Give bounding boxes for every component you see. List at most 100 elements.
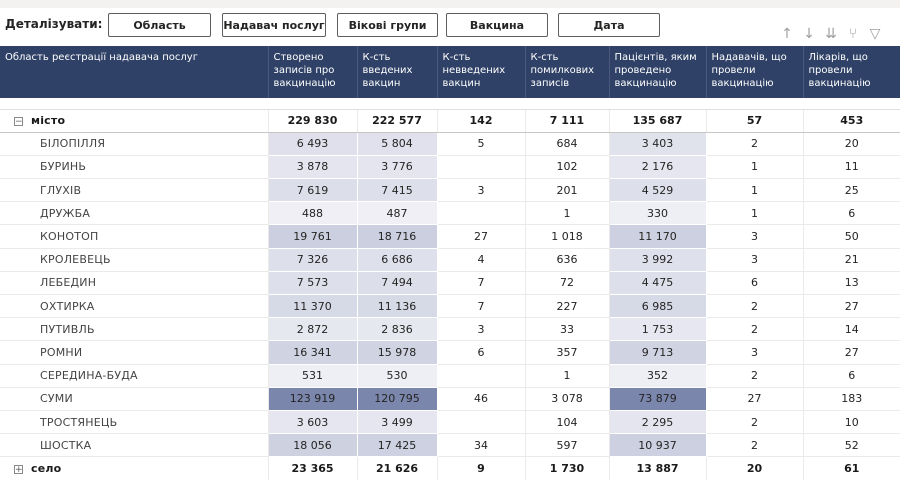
cell: 636 [525,248,610,272]
cell: 2 872 [268,317,358,342]
cell: 27 [437,224,526,249]
row-label: КОНОТОП [0,224,269,249]
column-header[interactable]: К-сть помилкових записів [525,46,610,98]
cell: 27 [803,294,900,319]
cell: 15 978 [357,340,438,365]
column-header[interactable]: Створено записів про вакцинацію [268,46,358,98]
cell: 10 937 [609,433,707,458]
group-name: село [31,462,62,476]
cell: 229 830 [268,109,358,133]
cell: 123 919 [268,387,358,411]
cell [437,364,526,388]
cell: 5 [437,132,526,156]
group-row-village: + село 23 365 21 626 9 1 730 13 887 20 61 [0,456,900,480]
cell: 357 [525,340,610,365]
header-spacer [0,98,900,110]
table-row[interactable]: ОХТИРКА 11 370 11 136 7 227 6 985 2 27 [0,294,900,319]
cell: 23 365 [268,456,358,480]
cell: 6 [803,364,900,388]
cell: 7 415 [357,178,438,203]
expand-icon[interactable]: + [14,464,23,475]
table-row[interactable]: КРОЛЕВЕЦЬ 7 326 6 686 4 636 3 992 3 21 [0,248,900,272]
cell: 4 529 [609,178,707,203]
cell: 3 [706,340,804,365]
fork-icon[interactable]: ⑂ [848,26,858,42]
column-header[interactable]: Лікарів, що провели вакцинацію [803,46,900,98]
table-row[interactable]: КОНОТОП 19 761 18 716 27 1 018 11 170 3 50 [0,224,900,249]
group-name: місто [31,114,66,128]
cell: 2 [706,294,804,319]
table-row[interactable]: ДРУЖБА 488 487 1 330 1 6 [0,201,900,226]
collapse-icon[interactable]: − [14,116,23,127]
cell: 1 [706,178,804,203]
cell: 17 425 [357,433,438,458]
drill-provider-button[interactable]: Надавач послуг [222,13,326,37]
cell: 597 [525,433,610,458]
column-header[interactable]: Область реєстрації надавача послуг [0,46,269,98]
cell: 1 018 [525,224,610,249]
row-label: СЕРЕДИНА-БУДА [0,364,269,388]
table-row[interactable]: РОМНИ 16 341 15 978 6 357 9 713 3 27 [0,340,900,365]
column-header[interactable]: К-сть введених вакцин [357,46,438,98]
cell: 6 [803,201,900,226]
cell: 27 [706,387,804,411]
cell: 2 [706,317,804,342]
cell: 1 753 [609,317,707,342]
group-label: + село [0,456,269,480]
drill-vaccine-button[interactable]: Вакцина [446,13,548,37]
cell: 21 626 [357,456,438,480]
cell: 4 [437,248,526,272]
cell: 20 [706,456,804,480]
cell: 3 [706,224,804,249]
column-header[interactable]: Надавачів, що провели вакцинацію [706,46,804,98]
cell: 2 [706,433,804,458]
cell: 46 [437,387,526,411]
cell: 531 [268,364,358,388]
table-row[interactable]: ШОСТКА 18 056 17 425 34 597 10 937 2 52 [0,433,900,458]
table-row[interactable]: ГЛУХІВ 7 619 7 415 3 201 4 529 1 25 [0,178,900,203]
cell: 104 [525,410,610,435]
cell: 183 [803,387,900,411]
table-row[interactable]: ТРОСТЯНЕЦЬ 3 603 3 499 104 2 295 2 10 [0,410,900,435]
cell: 7 619 [268,178,358,203]
table-row[interactable]: БУРИНЬ 3 878 3 776 102 2 176 1 11 [0,155,900,180]
drill-date-button[interactable]: Дата [558,13,660,37]
filter-icon[interactable]: ▽ [869,26,881,42]
table-header: Область реєстрації надавача послуг Створ… [0,46,900,98]
cell: 3 878 [268,155,358,180]
cell: 13 887 [609,456,707,480]
double-arrow-down-icon[interactable]: ⇊ [825,26,837,42]
cell: 1 730 [525,456,610,480]
drill-age-groups-button[interactable]: Вікові групи [337,13,438,37]
table-row[interactable]: СУМИ 123 919 120 795 46 3 078 73 879 27 183 [0,387,900,411]
cell: 3 403 [609,132,707,156]
cell: 3 499 [357,410,438,435]
table-row[interactable]: СЕРЕДИНА-БУДА 531 530 1 352 2 6 [0,364,900,388]
cell: 135 687 [609,109,707,133]
drill-toolbar: Деталізувати: Область Надавач послуг Вік… [0,10,900,44]
cell: 21 [803,248,900,272]
cell: 684 [525,132,610,156]
cell: 6 985 [609,294,707,319]
cell: 18 056 [268,433,358,458]
table-row[interactable]: ЛЕБЕДИН 7 573 7 494 7 72 4 475 6 13 [0,271,900,296]
cell: 352 [609,364,707,388]
cell: 3 [706,248,804,272]
cell: 2 [706,132,804,156]
drill-region-button[interactable]: Область [108,13,211,37]
row-label: ПУТИВЛЬ [0,317,269,342]
cell: 102 [525,155,610,180]
cell: 201 [525,178,610,203]
cell: 18 716 [357,224,438,249]
table-row[interactable]: БІЛОПІЛЛЯ 6 493 5 804 5 684 3 403 2 20 [0,132,900,156]
cell: 1 [706,201,804,226]
column-header[interactable]: К-сть невведених вакцин [437,46,526,98]
row-label: БІЛОПІЛЛЯ [0,132,269,156]
arrow-down-icon[interactable]: ↓ [803,26,815,42]
cell [437,201,526,226]
arrow-up-icon[interactable]: ↑ [781,26,793,42]
column-header[interactable]: Пацієнтів, яким проведено вакцинацію [609,46,707,98]
cell: 3 [437,178,526,203]
table-row[interactable]: ПУТИВЛЬ 2 872 2 836 3 33 1 753 2 14 [0,317,900,342]
cell: 61 [803,456,900,480]
